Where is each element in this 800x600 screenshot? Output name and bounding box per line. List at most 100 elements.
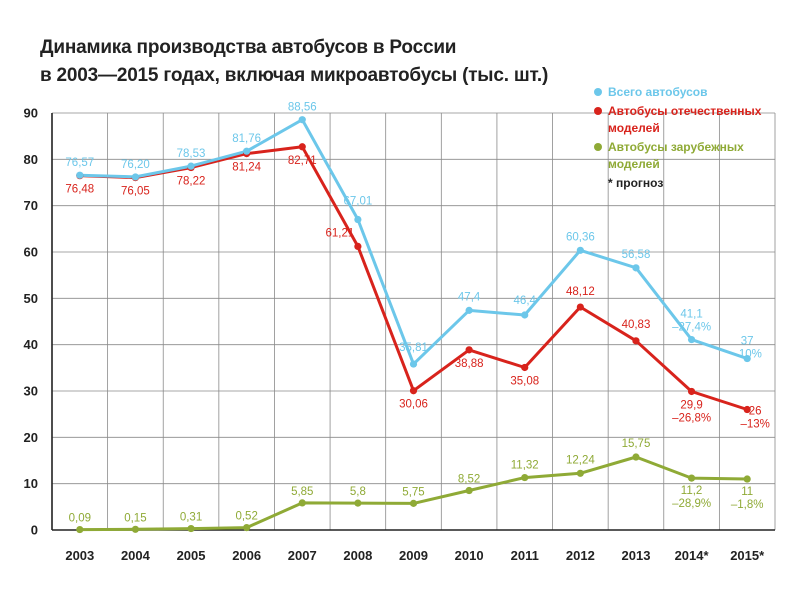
data-label-total: 76,57: [65, 157, 94, 169]
data-label-total: 47,4: [458, 291, 481, 303]
data-point-foreign: [409, 499, 418, 507]
data-label-foreign: 11,32: [511, 460, 539, 472]
data-point-domestic: [521, 363, 529, 372]
data-point-foreign: [687, 474, 696, 482]
y-tick-label: 60: [24, 245, 38, 260]
data-label-foreign: 5,8: [350, 486, 366, 498]
data-label-domestic: 82,71: [288, 155, 317, 167]
data-point-foreign: [521, 473, 529, 482]
data-point-domestic: [298, 143, 306, 151]
legend-item-domestic: Автобусы отечественных моделей: [594, 103, 794, 137]
data-label-total: 78,53: [177, 148, 206, 160]
legend: Всего автобусов Автобусы отечественных м…: [594, 84, 794, 192]
data-point-foreign: [76, 525, 84, 534]
x-tick-label: 2015*: [730, 548, 765, 563]
data-sublabel-foreign: –1,8%: [731, 499, 764, 511]
data-label-domestic: 81,24: [232, 162, 261, 174]
x-tick-label: 2004: [121, 548, 151, 563]
legend-total-label: Всего автобусов: [608, 85, 708, 99]
legend-item-foreign: Автобусы зарубежных моделей: [594, 139, 794, 173]
data-point-foreign: [354, 499, 362, 507]
data-point-foreign: [743, 475, 751, 483]
x-tick-label: 2003: [65, 548, 94, 563]
data-point-domestic: [687, 387, 696, 396]
data-label-foreign: 15,75: [622, 438, 651, 450]
chart-title-line1: Динамика производства автобусов в России: [40, 37, 457, 58]
data-point-total: [76, 171, 84, 179]
chart-title: Динамика производства автобусов в России…: [40, 34, 548, 90]
data-point-total: [187, 162, 195, 170]
data-point-total: [632, 264, 640, 272]
data-label-total: 46,4: [514, 295, 537, 307]
data-sublabel-domestic: –26,8%: [672, 412, 711, 424]
data-point-foreign: [465, 486, 473, 495]
y-tick-label: 40: [24, 337, 38, 352]
chart-title-line2: в 2003—2015 годах, включая микроавтобусы…: [40, 65, 549, 86]
data-point-foreign: [632, 453, 640, 461]
x-tick-label: 2007: [288, 548, 317, 563]
data-point-domestic: [743, 405, 751, 414]
data-sublabel-total: –27,4%: [672, 322, 711, 334]
data-point-total: [354, 215, 362, 224]
legend-total-dot-icon: [594, 88, 602, 96]
data-point-domestic: [354, 242, 362, 250]
data-point-total: [409, 360, 418, 368]
data-point-total: [465, 306, 473, 314]
data-sublabel-total: –10%: [732, 349, 761, 361]
data-label-foreign: 0,15: [124, 512, 146, 524]
data-label-domestic: 30,06: [399, 399, 428, 411]
data-point-domestic: [576, 303, 584, 311]
data-label-foreign: 8,52: [458, 474, 480, 486]
data-point-foreign: [187, 524, 195, 533]
data-label-domestic: 61,21: [325, 227, 354, 239]
x-tick-label: 2013: [622, 548, 651, 563]
legend-item-total: Всего автобусов: [594, 84, 794, 101]
data-sublabel-domestic: –13%: [740, 419, 769, 431]
x-tick-label: 2009: [399, 548, 428, 563]
data-label-domestic: 29,9: [680, 399, 702, 411]
data-label-total: 56,58: [622, 249, 651, 261]
legend-foreign-dot-icon: [594, 143, 602, 151]
data-label-total: 37: [741, 336, 754, 348]
x-tick-label: 2008: [343, 548, 372, 563]
data-point-total: [243, 147, 251, 155]
data-label-domestic: 38,88: [455, 358, 484, 370]
data-label-domestic: 76,48: [65, 184, 94, 196]
x-tick-label: 2006: [232, 548, 261, 563]
data-point-total: [687, 335, 696, 344]
x-tick-label: 2005: [177, 548, 206, 563]
data-label-total: 81,76: [232, 133, 261, 145]
data-point-foreign: [298, 499, 306, 507]
legend-foreign-label: Автобусы зарубежных моделей: [608, 140, 744, 171]
y-tick-label: 90: [24, 106, 38, 121]
data-label-domestic: 35,08: [510, 375, 539, 387]
data-label-foreign: 0,31: [180, 512, 202, 524]
x-tick-label: 2011: [511, 548, 539, 563]
data-label-total: 35,81: [399, 342, 428, 354]
y-tick-label: 0: [31, 523, 38, 538]
data-point-domestic: [409, 387, 418, 395]
data-label-total: 41,1: [680, 309, 702, 321]
data-point-total: [521, 311, 529, 319]
y-tick-label: 50: [24, 291, 38, 306]
data-point-domestic: [632, 337, 640, 345]
legend-domestic-dot-icon: [594, 107, 602, 115]
y-tick-label: 20: [24, 430, 38, 445]
data-label-foreign: 0,52: [235, 511, 257, 523]
data-point-foreign: [243, 523, 251, 532]
data-point-total: [576, 246, 584, 254]
y-tick-label: 80: [24, 152, 38, 167]
legend-domestic-label: Автобусы отечественных моделей: [608, 104, 762, 135]
data-label-foreign: 11: [741, 486, 753, 498]
data-sublabel-foreign: –28,9%: [672, 498, 711, 510]
data-label-total: 88,56: [288, 102, 317, 114]
data-label-total: 76,20: [121, 159, 150, 171]
data-label-domestic: 26: [749, 406, 762, 418]
data-label-total: 60,36: [566, 231, 595, 243]
y-tick-label: 10: [24, 476, 38, 491]
data-label-foreign: 0,09: [69, 513, 91, 525]
data-point-total: [298, 116, 306, 124]
data-point-foreign: [576, 469, 584, 477]
data-label-domestic: 78,22: [177, 176, 206, 188]
